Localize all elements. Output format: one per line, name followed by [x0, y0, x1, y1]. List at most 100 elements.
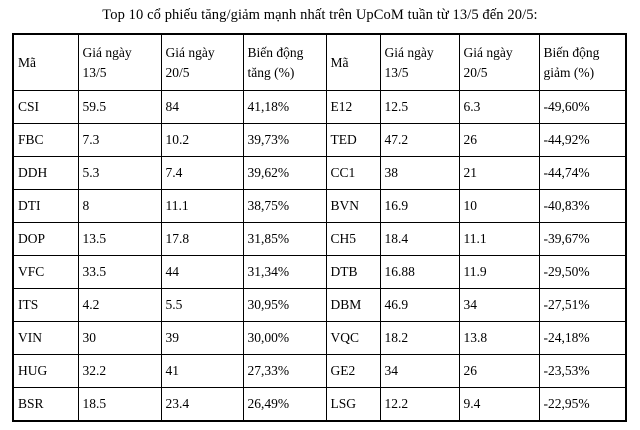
ticker-cell: HUG — [12, 354, 79, 388]
percent-cell: -23,53% — [538, 354, 627, 388]
header-row: Mã Giá ngày 13/5 Giá ngày 20/5 Biến động tă… — [12, 33, 627, 91]
price-cell: 44 — [160, 255, 244, 289]
percent-cell: -22,95% — [538, 387, 627, 422]
price-cell: 8 — [77, 189, 162, 223]
price-cell: 26 — [458, 123, 540, 157]
price-cell: 5.5 — [160, 288, 244, 322]
price-cell: 59.5 — [77, 90, 162, 124]
price-cell: 26 — [458, 354, 540, 388]
ticker-cell: DBM — [325, 288, 381, 322]
price-cell: 17.8 — [160, 222, 244, 256]
table-row: HUG 32.2 41 27,33% GE2 34 26 -23,53% — [12, 354, 627, 388]
ticker-cell: LSG — [325, 387, 381, 422]
ticker-cell: DOP — [12, 222, 79, 256]
price-cell: 33.5 — [77, 255, 162, 289]
table-row: CSI 59.5 84 41,18% E12 12.5 6.3 -49,60% — [12, 90, 627, 124]
price-cell: 5.3 — [77, 156, 162, 190]
column-header-change-gain: Biến động tăng (%) — [242, 33, 327, 91]
column-header-ticker-loss: Mã — [325, 33, 381, 91]
column-header-price-13-5-loss: Giá ngày 13/5 — [379, 33, 460, 91]
column-header-change-loss: Biến động giảm (%) — [538, 33, 627, 91]
ticker-cell: TED — [325, 123, 381, 157]
price-cell: 30 — [77, 321, 162, 355]
ticker-cell: DDH — [12, 156, 79, 190]
column-header-price-13-5-gain: Giá ngày 13/5 — [77, 33, 162, 91]
ticker-cell: BSR — [12, 387, 79, 422]
percent-cell: 27,33% — [242, 354, 327, 388]
percent-cell: 30,00% — [242, 321, 327, 355]
price-cell: 34 — [458, 288, 540, 322]
percent-cell: 26,49% — [242, 387, 327, 422]
ticker-cell: CH5 — [325, 222, 381, 256]
percent-cell: -49,60% — [538, 90, 627, 124]
price-cell: 16.9 — [379, 189, 460, 223]
ticker-cell: DTI — [12, 189, 79, 223]
price-cell: 12.5 — [379, 90, 460, 124]
column-header-price-20-5-gain: Giá ngày 20/5 — [160, 33, 244, 91]
price-cell: 16.88 — [379, 255, 460, 289]
price-cell: 12.2 — [379, 387, 460, 422]
price-cell: 7.3 — [77, 123, 162, 157]
ticker-cell: VIN — [12, 321, 79, 355]
table-row: DTI 8 11.1 38,75% BVN 16.9 10 -40,83% — [12, 189, 627, 223]
price-cell: 38 — [379, 156, 460, 190]
percent-cell: 30,95% — [242, 288, 327, 322]
percent-cell: 31,34% — [242, 255, 327, 289]
price-cell: 39 — [160, 321, 244, 355]
price-cell: 11.1 — [160, 189, 244, 223]
ticker-cell: ITS — [12, 288, 79, 322]
percent-cell: -29,50% — [538, 255, 627, 289]
ticker-cell: E12 — [325, 90, 381, 124]
price-cell: 32.2 — [77, 354, 162, 388]
price-cell: 34 — [379, 354, 460, 388]
percent-cell: 39,73% — [242, 123, 327, 157]
price-cell: 18.5 — [77, 387, 162, 422]
percent-cell: 31,85% — [242, 222, 327, 256]
ticker-cell: VQC — [325, 321, 381, 355]
table-row: DDH 5.3 7.4 39,62% CC1 38 21 -44,74% — [12, 156, 627, 190]
percent-cell: -40,83% — [538, 189, 627, 223]
ticker-cell: CC1 — [325, 156, 381, 190]
ticker-cell: DTB — [325, 255, 381, 289]
table-row: FBC 7.3 10.2 39,73% TED 47.2 26 -44,92% — [12, 123, 627, 157]
page-title: Top 10 cổ phiếu tăng/giảm mạnh nhất trên… — [102, 7, 538, 23]
percent-cell: 39,62% — [242, 156, 327, 190]
percent-cell: 38,75% — [242, 189, 327, 223]
ticker-cell: VFC — [12, 255, 79, 289]
price-cell: 9.4 — [458, 387, 540, 422]
price-cell: 47.2 — [379, 123, 460, 157]
price-cell: 10.2 — [160, 123, 244, 157]
ticker-cell: CSI — [12, 90, 79, 124]
price-cell: 21 — [458, 156, 540, 190]
price-cell: 4.2 — [77, 288, 162, 322]
column-header-ticker-gain: Mã — [12, 33, 79, 91]
percent-cell: -39,67% — [538, 222, 627, 256]
percent-cell: -27,51% — [538, 288, 627, 322]
percent-cell: 41,18% — [242, 90, 327, 124]
price-cell: 18.2 — [379, 321, 460, 355]
price-cell: 41 — [160, 354, 244, 388]
percent-cell: -24,18% — [538, 321, 627, 355]
table-row: DOP 13.5 17.8 31,85% CH5 18.4 11.1 -39,6… — [12, 222, 627, 256]
price-cell: 7.4 — [160, 156, 244, 190]
price-cell: 13.5 — [77, 222, 162, 256]
ticker-cell: GE2 — [325, 354, 381, 388]
percent-cell: -44,74% — [538, 156, 627, 190]
table-row: ITS 4.2 5.5 30,95% DBM 46.9 34 -27,51% — [12, 288, 627, 322]
price-cell: 10 — [458, 189, 540, 223]
ticker-cell: FBC — [12, 123, 79, 157]
price-cell: 11.1 — [458, 222, 540, 256]
price-cell: 23.4 — [160, 387, 244, 422]
ticker-cell: BVN — [325, 189, 381, 223]
table-row: VFC 33.5 44 31,34% DTB 16.88 11.9 -29,50… — [12, 255, 627, 289]
price-cell: 11.9 — [458, 255, 540, 289]
stock-table: Mã Giá ngày 13/5 Giá ngày 20/5 Biến động tă… — [12, 33, 627, 422]
price-cell: 46.9 — [379, 288, 460, 322]
table-row: VIN 30 39 30,00% VQC 18.2 13.8 -24,18% — [12, 321, 627, 355]
percent-cell: -44,92% — [538, 123, 627, 157]
price-cell: 84 — [160, 90, 244, 124]
column-header-price-20-5-loss: Giá ngày 20/5 — [458, 33, 540, 91]
price-cell: 18.4 — [379, 222, 460, 256]
table-row: BSR 18.5 23.4 26,49% LSG 12.2 9.4 -22,95… — [12, 387, 627, 422]
